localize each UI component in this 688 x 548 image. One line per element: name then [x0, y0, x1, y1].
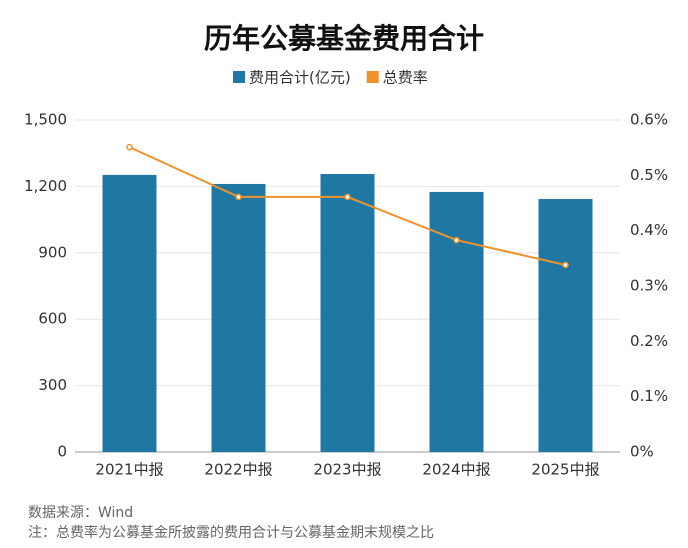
y2-tick-label: 0.5%: [630, 166, 668, 184]
x-tick-label: 2024中报: [422, 461, 490, 479]
note: 注：总费率为公募基金所披露的费用合计与公募基金期末规模之比: [28, 524, 434, 541]
y2-tick-label: 0.3%: [630, 277, 668, 295]
y-tick-label: 1,200: [24, 177, 67, 195]
y-tick-label: 300: [38, 376, 67, 394]
legend-swatch: [233, 71, 245, 83]
bar: [538, 199, 593, 452]
legend-label: 总费率: [383, 69, 428, 87]
x-tick-label: 2025中报: [531, 461, 599, 479]
x-tick-label: 2023中报: [313, 461, 381, 479]
legend-swatch: [366, 71, 379, 83]
bar: [429, 191, 484, 452]
line-point: [126, 143, 133, 151]
y2-tick-label: 0.4%: [630, 221, 668, 239]
x-tick-label: 2022中报: [204, 461, 272, 479]
y-tick-label: 0: [57, 443, 67, 461]
bar: [320, 174, 375, 452]
y-tick-label: 1,500: [24, 111, 67, 129]
legend-label: 费用合计(亿元): [249, 69, 351, 87]
bar: [211, 183, 266, 452]
bar: [102, 174, 157, 452]
line-point: [453, 236, 460, 244]
y2-tick-label: 0%: [630, 443, 654, 461]
y-tick-label: 600: [38, 310, 67, 328]
y2-tick-label: 0.6%: [630, 111, 668, 129]
y-tick-label: 900: [38, 243, 67, 261]
line-point: [344, 193, 351, 201]
y2-tick-label: 0.2%: [630, 332, 668, 350]
line-point: [562, 261, 569, 269]
x-tick-label: 2021中报: [95, 461, 163, 479]
y2-tick-label: 0.1%: [630, 387, 668, 405]
chart-title: 历年公募基金费用合计: [204, 22, 484, 55]
source: 数据来源：Wind: [28, 505, 133, 521]
line-point: [235, 193, 242, 201]
